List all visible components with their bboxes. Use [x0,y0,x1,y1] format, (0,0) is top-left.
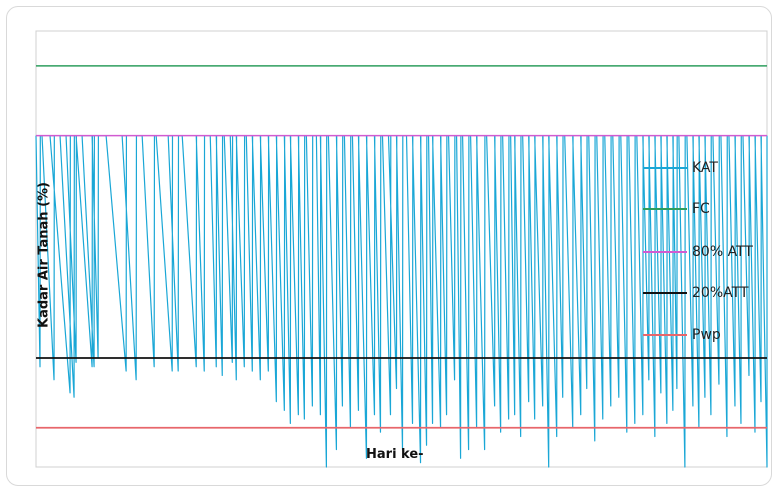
legend-label-fc: FC [692,201,710,217]
x-axis-label: Hari ke- [366,447,424,462]
legend-label-kat: KAT [692,160,718,176]
legend-swatch-pwp [643,334,687,336]
series-line-kat [35,135,768,468]
legend-label-pwp: Pwp [692,327,721,343]
y-axis-label: Kadar Air Tanah (%) [36,182,52,328]
legend-swatch-fc [643,208,687,210]
legend-swatch-20-att [643,292,687,294]
legend-swatch-80-att [643,251,687,253]
chart-frame [6,6,772,486]
legend-label-80-att: 80% ATT [692,244,753,260]
legend-label-20-att: 20%ATT [692,285,749,301]
legend-swatch-kat [643,167,687,169]
